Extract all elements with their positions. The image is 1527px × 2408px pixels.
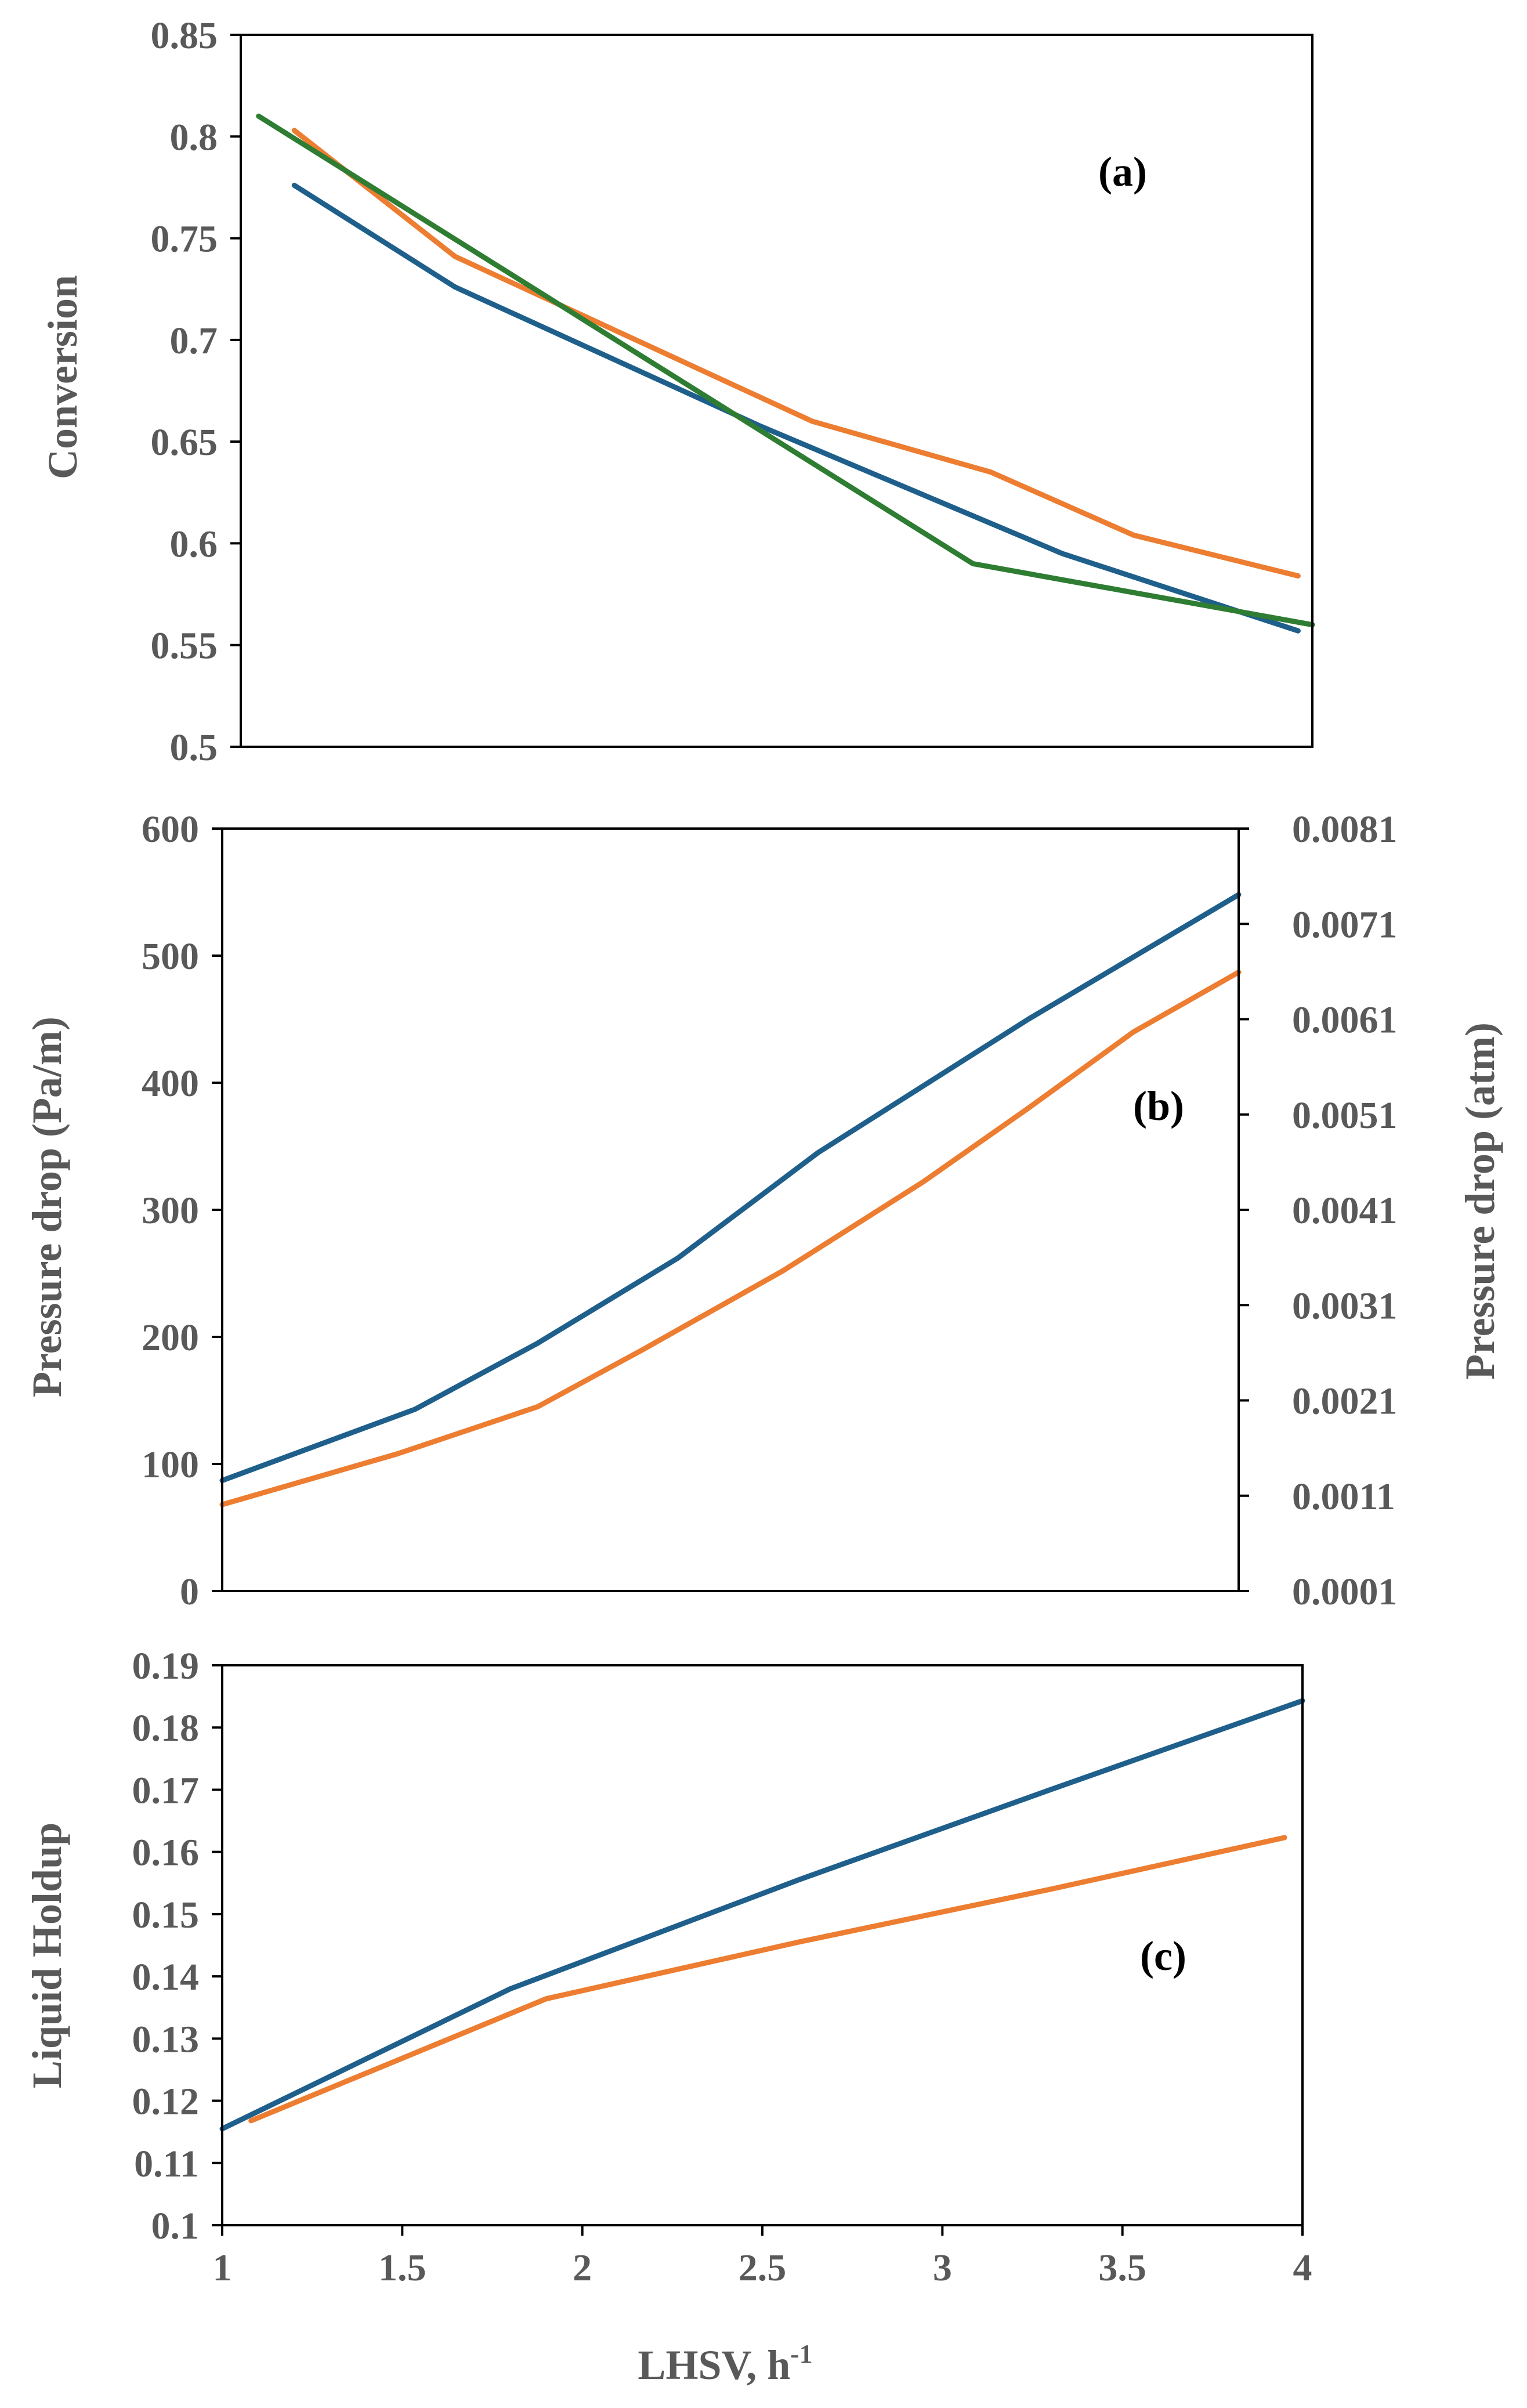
panel-c-x-axis-title-text: LHSV, h [638,2342,790,2388]
panel-b-series-2-line [219,970,1242,1507]
panel-c-x-tick-label: 1 [213,2247,232,2289]
panel-c-x-tick-label: 2.5 [739,2247,787,2289]
panel-c-y-tick-label: 0.16 [132,1832,200,1874]
panel-c-y-tick-label: 0.11 [134,2143,199,2185]
panel-c-liquid-holdup-chart: 0.10.110.120.130.140.150.160.170.180.19 … [24,1645,1312,2388]
panel-a-series-2-line [291,128,1301,579]
panel-a-conversion-chart: 0.5 0.55 0.6 0.65 0.7 0.75 0.8 0.85 (a) Convers… [39,15,1315,769]
panel-b-y2-tick-label: 0.0001 [1292,1571,1398,1613]
panel-b-y-tick-label: 0 [180,1571,199,1613]
panel-c-series-1-line [219,1698,1305,2132]
panel-a-y-tick-label: 0.55 [151,625,218,667]
panel-b-y-tick-label: 100 [142,1444,199,1486]
panel-b-y-tick-label: 400 [142,1062,199,1105]
panel-a-plot-frame [240,34,1313,748]
panel-c-label: (c) [1140,1933,1186,1979]
panel-b-y-tick-label: 300 [142,1189,199,1232]
panel-b-y-tick-label: 500 [142,935,199,978]
panel-b-y2-tick-label: 0.0021 [1292,1380,1398,1423]
panel-c-x-tick-label: 1.5 [378,2247,426,2289]
panel-a-y-tick-label: 0.85 [151,15,218,57]
panel-a-y-axis-title: Conversion [39,275,86,479]
panel-c-x-tick-label: 3.5 [1098,2247,1146,2289]
panel-a-series-3-line [256,113,1315,628]
panel-c-y-tick-label: 0.14 [132,1956,200,1998]
panel-b-series-1-line [219,892,1242,1483]
panel-b-label: (b) [1133,1083,1184,1129]
panel-c-y-axis-title: Liquid Holdup [24,1823,70,2088]
panel-c-y-tick-label: 0.15 [132,1894,200,1936]
panel-c-x-axis-title: LHSV, h-1 [638,2339,812,2388]
panel-b-y2-tick-label: 0.0061 [1292,999,1398,1042]
panel-c-x-tick-label: 4 [1293,2247,1312,2289]
panel-b-y2-tick-label: 0.0011 [1292,1476,1395,1518]
panel-b-y2-tick-label: 0.0081 [1292,808,1398,851]
panel-a-y-tick-label: 0.5 [170,726,218,769]
panel-a-y-tick-label: 0.7 [170,320,218,362]
panel-c-x-tick-label: 3 [933,2247,952,2289]
panel-a-y-tick-label: 0.75 [151,218,218,261]
panel-c-y-tick-label: 0.12 [132,2081,200,2123]
panel-c-y-tick-label: 0.18 [132,1707,200,1749]
panel-c-y-tick-label: 0.17 [132,1769,200,1812]
panel-b-y2-tick-label: 0.0051 [1292,1094,1398,1137]
panel-b-y2-axis-title: Pressure drop (atm) [1457,1022,1503,1380]
panel-c-y-tick-label: 0.1 [151,2205,200,2247]
panel-b-plot-frame [221,827,1240,1592]
panel-b-y2-tick-label: 0.0031 [1292,1285,1398,1327]
panel-a-series-1-line [291,182,1301,634]
panel-a-label: (a) [1098,149,1147,195]
panel-a-y-tick-label: 0.6 [170,523,218,565]
panel-a-y-tick-label: 0.8 [170,116,218,158]
panel-c-x-tick-label: 2 [573,2247,592,2289]
panel-b-y-tick-label: 200 [142,1317,199,1359]
panel-b-y-tick-label: 600 [142,808,199,851]
panel-b-y-axis-title: Pressure drop (Pa/m) [24,1017,70,1397]
panel-b-y2-tick-label: 0.0041 [1292,1189,1398,1232]
panel-c-y-tick-label: 0.13 [132,2018,200,2060]
panel-c-y-tick-label: 0.19 [132,1645,200,1687]
panel-a-y-tick-label: 0.65 [151,421,218,464]
panel-c-x-axis-title-superscript: -1 [790,2339,812,2369]
panel-b-y2-tick-label: 0.0071 [1292,903,1398,946]
panel-c-plot-frame [221,1664,1304,2226]
panel-b-pressure-drop-chart: 0 100 200 300 400 500 600 0.0001 0.0011 0.0021 0.… [24,808,1503,1613]
panel-c-series-2-line [248,1835,1287,2124]
